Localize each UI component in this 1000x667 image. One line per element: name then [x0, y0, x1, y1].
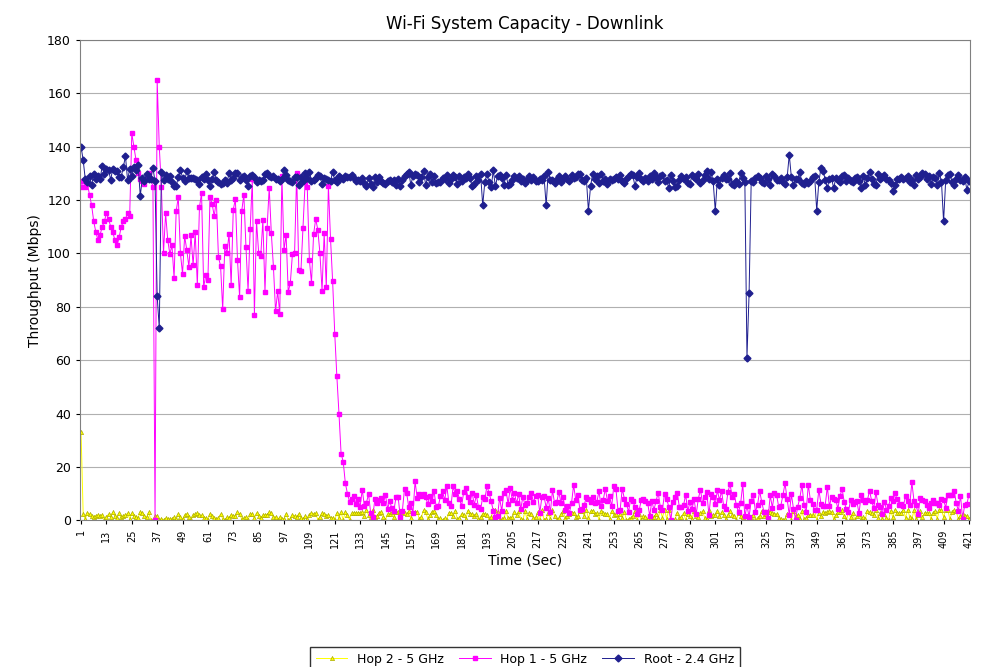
Hop 2 - 5 GHz — [787, 508, 799, 516]
Hop 2 - 5 GHz — [743, 513, 755, 521]
Hop 2 - 5 GHz — [739, 512, 751, 520]
Hop 1 - 5 GHz — [75, 183, 87, 191]
Root - 2.4 GHz — [963, 177, 975, 185]
Hop 2 - 5 GHz — [612, 514, 624, 522]
Hop 2 - 5 GHz — [75, 428, 87, 436]
Root - 2.4 GHz — [743, 289, 755, 297]
Hop 1 - 5 GHz — [741, 502, 753, 510]
Hop 1 - 5 GHz — [790, 516, 802, 524]
Legend: Hop 2 - 5 GHz, Hop 1 - 5 GHz, Root - 2.4 GHz: Hop 2 - 5 GHz, Hop 1 - 5 GHz, Root - 2.4… — [310, 646, 740, 667]
X-axis label: Time (Sec): Time (Sec) — [488, 554, 562, 568]
Hop 1 - 5 GHz — [963, 491, 975, 499]
Hop 1 - 5 GHz — [745, 497, 757, 505]
Root - 2.4 GHz — [798, 180, 810, 188]
Title: Wi-Fi System Capacity - Downlink: Wi-Fi System Capacity - Downlink — [386, 15, 664, 33]
Hop 1 - 5 GHz — [614, 506, 626, 514]
Hop 1 - 5 GHz — [356, 486, 368, 494]
Root - 2.4 GHz — [741, 354, 753, 362]
Root - 2.4 GHz — [787, 181, 799, 189]
Y-axis label: Throughput (Mbps): Throughput (Mbps) — [28, 213, 42, 347]
Line: Root - 2.4 GHz: Root - 2.4 GHz — [79, 144, 971, 360]
Hop 1 - 5 GHz — [800, 508, 812, 516]
Hop 1 - 5 GHz — [149, 516, 161, 524]
Hop 2 - 5 GHz — [354, 509, 366, 517]
Root - 2.4 GHz — [75, 143, 87, 151]
Hop 1 - 5 GHz — [151, 76, 163, 84]
Hop 2 - 5 GHz — [798, 516, 810, 524]
Line: Hop 1 - 5 GHz: Hop 1 - 5 GHz — [79, 78, 971, 522]
Line: Hop 2 - 5 GHz: Hop 2 - 5 GHz — [79, 430, 971, 522]
Hop 2 - 5 GHz — [963, 515, 975, 523]
Root - 2.4 GHz — [352, 176, 364, 184]
Hop 2 - 5 GHz — [185, 516, 197, 524]
Root - 2.4 GHz — [737, 173, 749, 181]
Root - 2.4 GHz — [610, 173, 622, 181]
